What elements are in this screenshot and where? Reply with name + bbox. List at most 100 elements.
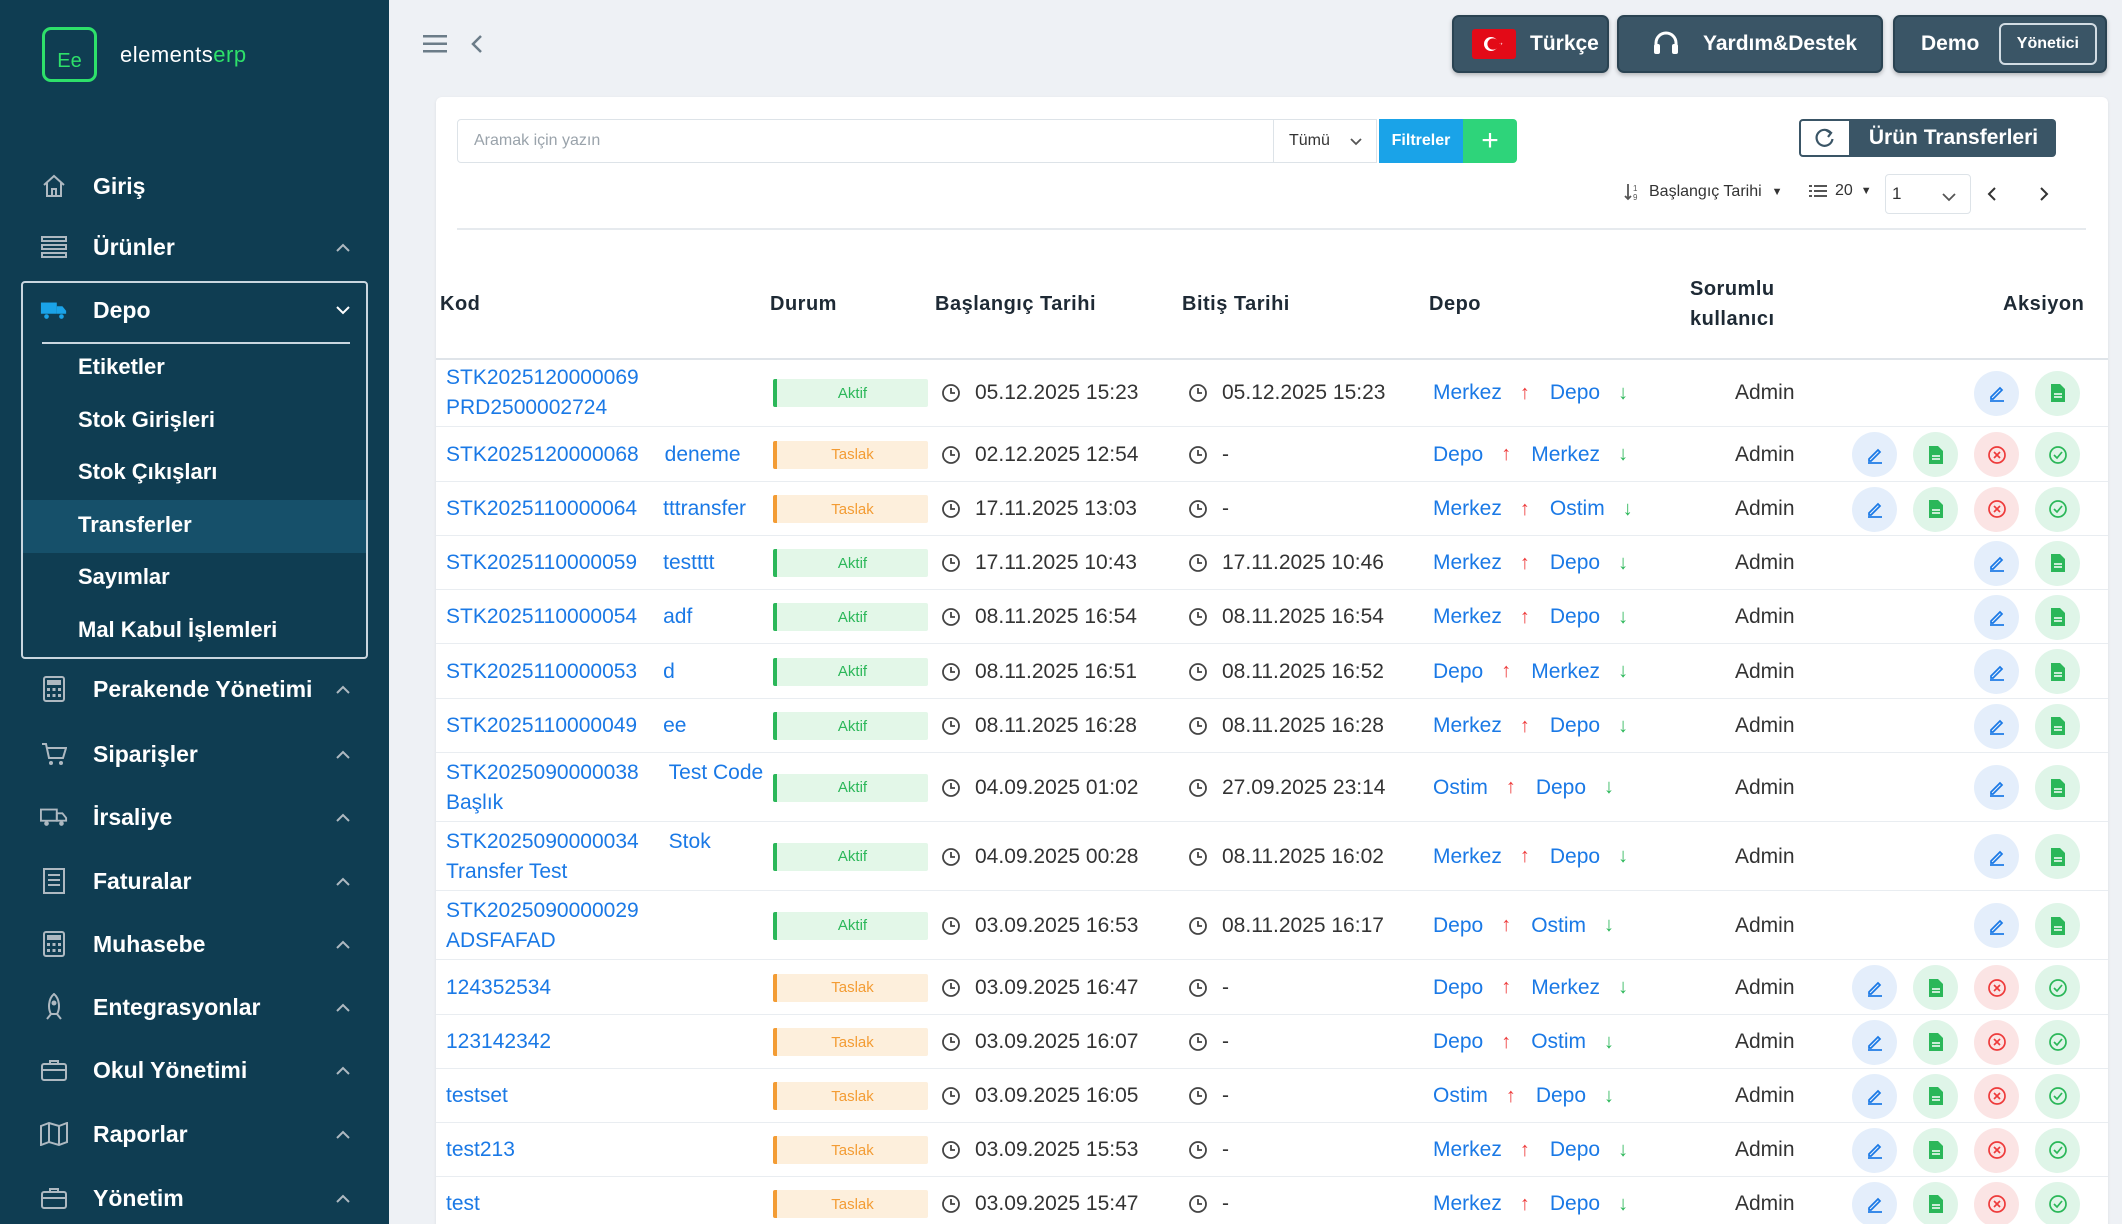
document-button[interactable] <box>1913 1073 1958 1119</box>
transfer-code-link[interactable]: STK2025120000069 <box>446 366 639 389</box>
to-warehouse-link[interactable]: Depo <box>1549 714 1601 737</box>
to-warehouse-link[interactable]: Depo <box>1549 844 1601 868</box>
document-button[interactable] <box>2035 649 2080 694</box>
per-page-select[interactable]: 20 ▼ <box>1809 182 1872 200</box>
to-warehouse-link[interactable]: Ostim <box>1549 497 1605 520</box>
cancel-button[interactable] <box>1974 486 2019 532</box>
sidebar-item--r-nler[interactable]: Ürünler <box>40 227 360 267</box>
edit-button[interactable] <box>1974 703 2019 749</box>
document-button[interactable] <box>2035 765 2080 810</box>
col-header-durum[interactable]: Durum <box>770 293 837 315</box>
document-button[interactable] <box>2035 594 2080 640</box>
sidebar-item-muhasebe[interactable]: Muhasebe <box>40 924 360 964</box>
table-row[interactable]: STK2025120000068 deneme Taslak 02.12.2025 1… <box>436 427 2108 482</box>
sidebar-item-giri-[interactable]: Giriş <box>40 166 360 206</box>
from-warehouse-link[interactable]: Ostim <box>1433 775 1488 799</box>
table-row[interactable]: STK2025110000064 tttransfer Taslak 17.11.20… <box>436 482 2108 536</box>
submenu-item-say-mlar[interactable]: Sayımlar <box>78 564 170 589</box>
sidebar-item-entegrasyonlar[interactable]: Entegrasyonlar <box>40 987 360 1027</box>
document-button[interactable] <box>1913 1181 1958 1224</box>
to-warehouse-link[interactable]: Depo <box>1549 605 1601 628</box>
to-warehouse-link[interactable]: Merkez <box>1531 975 1601 999</box>
table-row[interactable]: STK2025110000059 testttt Aktif 17.11.2025 1… <box>436 536 2108 590</box>
submenu-item-mal-kabul-i-lemleri[interactable]: Mal Kabul İşlemleri <box>78 617 278 642</box>
sidebar-item-y-netim[interactable]: Yönetim <box>40 1178 360 1218</box>
cancel-button[interactable] <box>1974 1019 2019 1065</box>
edit-button[interactable] <box>1974 540 2019 586</box>
brand-logo[interactable]: Ee elementserp <box>42 27 247 82</box>
submenu-item-stok-giri-leri[interactable]: Stok Girişleri <box>78 407 215 432</box>
from-warehouse-link[interactable]: Depo <box>1433 913 1484 937</box>
to-warehouse-link[interactable]: Merkez <box>1531 442 1601 466</box>
table-row[interactable]: testset Taslak 03.09.2025 16:05 - Ostim ↑ Depo… <box>436 1069 2108 1123</box>
from-warehouse-link[interactable]: Merkez <box>1433 1192 1502 1215</box>
transfer-name[interactable]: ee <box>663 714 687 737</box>
edit-button[interactable] <box>1852 432 1897 477</box>
document-button[interactable] <box>2035 540 2080 586</box>
edit-button[interactable] <box>1852 1073 1897 1119</box>
col-header-start[interactable]: Başlangıç Tarihi <box>935 293 1097 315</box>
add-transfer-button[interactable]: + <box>1463 119 1517 163</box>
sidebar-item-faturalar[interactable]: Faturalar <box>40 861 360 901</box>
from-warehouse-link[interactable]: Depo <box>1433 659 1484 683</box>
transfer-name[interactable]: deneme <box>664 442 741 466</box>
document-button[interactable] <box>1913 965 1958 1010</box>
transfer-name[interactable]: ADSFAFAD <box>446 928 556 952</box>
table-row[interactable]: 124352534 Taslak 03.09.2025 16:47 - Depo ↑ Mer… <box>436 960 2108 1015</box>
cancel-button[interactable] <box>1974 432 2019 477</box>
col-header-depo[interactable]: Depo <box>1429 293 1481 315</box>
to-warehouse-link[interactable]: Depo <box>1549 1138 1601 1161</box>
transfer-code-link[interactable]: STK2025090000034 <box>446 829 639 853</box>
transfer-name-cont[interactable]: Transfer Test <box>446 859 568 883</box>
edit-button[interactable] <box>1974 834 2019 879</box>
search-input[interactable] <box>457 119 1274 163</box>
transfer-name[interactable]: testttt <box>663 551 715 574</box>
table-row[interactable]: STK2025090000038 Test Code Başlık Aktif 04.0… <box>436 753 2108 822</box>
from-warehouse-link[interactable]: Merkez <box>1433 714 1502 737</box>
to-warehouse-link[interactable]: Depo <box>1535 775 1587 799</box>
approve-button[interactable] <box>2035 1073 2080 1119</box>
cancel-button[interactable] <box>1974 1073 2019 1119</box>
document-button[interactable] <box>1913 432 1958 477</box>
transfer-name[interactable]: PRD2500002724 <box>446 396 608 419</box>
document-button[interactable] <box>1913 1019 1958 1065</box>
approve-button[interactable] <box>2035 1127 2080 1173</box>
transfer-code-link[interactable]: test <box>446 1192 480 1215</box>
next-page-icon[interactable] <box>2039 186 2049 207</box>
edit-button[interactable] <box>1852 486 1897 532</box>
table-row[interactable]: STK2025110000053 d Aktif 08.11.2025 16:51 08… <box>436 644 2108 699</box>
edit-button[interactable] <box>1852 1019 1897 1065</box>
from-warehouse-link[interactable]: Depo <box>1433 442 1484 466</box>
sidebar-item-i-rsaliye[interactable]: İrsaliye <box>40 797 360 837</box>
edit-button[interactable] <box>1852 1181 1897 1224</box>
table-row[interactable]: 123142342 Taslak 03.09.2025 16:07 - Depo ↑ Ost… <box>436 1015 2108 1069</box>
edit-button[interactable] <box>1852 965 1897 1010</box>
edit-button[interactable] <box>1974 765 2019 810</box>
page-select[interactable]: 1 <box>1885 174 1971 214</box>
transfer-code-link[interactable]: STK2025120000068 <box>446 442 639 466</box>
transfer-name[interactable]: Test Code <box>668 760 764 784</box>
back-icon[interactable] <box>470 34 484 59</box>
transfer-code-link[interactable]: testset <box>446 1084 508 1107</box>
approve-button[interactable] <box>2035 965 2080 1010</box>
menu-toggle-icon[interactable] <box>423 34 447 54</box>
transfer-name[interactable]: tttransfer <box>663 497 746 520</box>
approve-button[interactable] <box>2035 1019 2080 1065</box>
submenu-item-etiketler[interactable]: Etiketler <box>78 354 165 379</box>
sidebar-item-okul-y-netimi[interactable]: Okul Yönetimi <box>40 1050 360 1090</box>
approve-button[interactable] <box>2035 486 2080 532</box>
document-button[interactable] <box>1913 1127 1958 1173</box>
sidebar-item-raporlar[interactable]: Raporlar <box>40 1114 360 1154</box>
transfer-code-link[interactable]: STK2025090000038 <box>446 760 639 784</box>
transfer-name[interactable]: Stok <box>668 829 711 853</box>
table-row[interactable]: STK2025110000054 adf Aktif 08.11.2025 16:54… <box>436 590 2108 644</box>
table-row[interactable]: test Taslak 03.09.2025 15:47 - Merkez ↑ Depo ↓ A… <box>436 1177 2108 1224</box>
transfer-code-link[interactable]: 123142342 <box>446 1030 552 1053</box>
to-warehouse-link[interactable]: Depo <box>1549 1192 1601 1215</box>
cancel-button[interactable] <box>1974 965 2019 1010</box>
col-header-end[interactable]: Bitiş Tarihi <box>1182 293 1290 315</box>
transfer-code-link[interactable]: STK2025110000049 <box>446 714 638 737</box>
sidebar-item-perakende-y-netimi[interactable]: Perakende Yönetimi <box>40 669 360 709</box>
status-filter-select[interactable]: Tümü <box>1273 119 1377 163</box>
from-warehouse-link[interactable]: Merkez <box>1433 605 1502 628</box>
